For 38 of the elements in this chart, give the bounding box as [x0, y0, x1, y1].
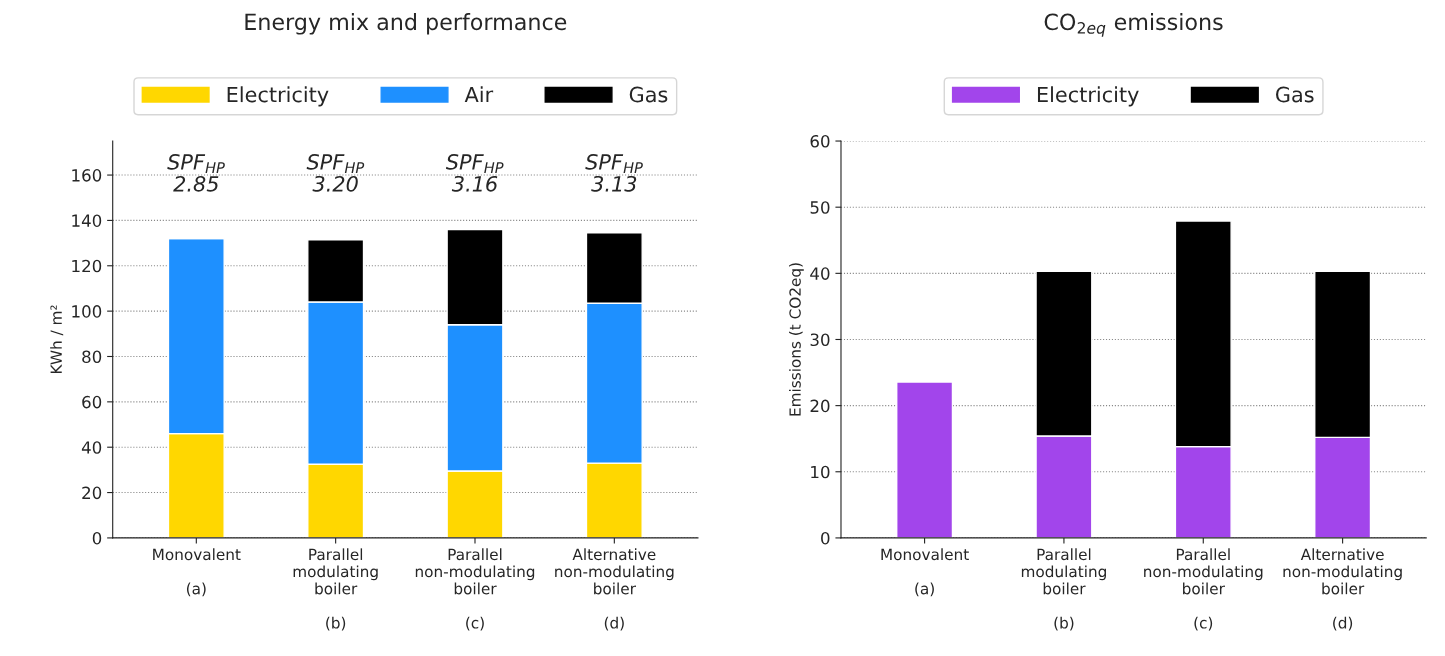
annotation: SPF$_{HP}$ 3.16	[445, 154, 504, 192]
y-tick-label: 100	[72, 305, 102, 318]
category-label: Alternative non-modulating boiler (d)	[555, 548, 674, 631]
legend-label: Air	[464, 86, 494, 103]
y-tick-label: 20	[82, 486, 102, 500]
legend-label: Gas	[1276, 86, 1314, 103]
bar	[896, 381, 954, 538]
category-label: Monovalent (a)	[881, 548, 969, 597]
category-label: Monovalent (a)	[153, 548, 241, 597]
y-tick-label: 50	[810, 201, 830, 214]
y-tick-label: 160	[72, 169, 102, 182]
y-tick-label: 40	[81, 441, 102, 454]
annotation: SPF$_{HP}$ 3.20	[306, 154, 365, 192]
legend-label: Gas	[629, 86, 668, 103]
category-label: Parallel non-modulating boiler (c)	[1144, 548, 1263, 631]
y-tick-label: 60	[810, 135, 830, 148]
legend-label: Electricity	[227, 86, 329, 107]
y-axis-title: Emissions (t CO2eq)	[789, 263, 804, 416]
y-tick-label: 80	[82, 350, 102, 364]
category-label: Parallel modulating boiler (b)	[293, 548, 378, 631]
y-tick-label: 60	[82, 395, 102, 409]
y-axis-title: KWh / m²	[50, 305, 64, 374]
y-tick-label: 40	[810, 267, 830, 280]
annotation: SPF$_{HP}$ 3.13	[585, 154, 643, 192]
y-tick-label: 140	[72, 214, 102, 227]
y-tick-label: 120	[72, 259, 102, 273]
annotation: SPF$_{HP}$ 2.85	[167, 154, 225, 192]
y-tick-label: 10	[811, 465, 830, 479]
y-tick-label: 0	[92, 531, 102, 545]
y-tick-label: 30	[810, 333, 830, 347]
category-label: Parallel non-modulating boiler (c)	[415, 548, 535, 631]
chart-title: Energy mix and performance	[245, 13, 567, 35]
category-label: Alternative non-modulating boiler (d)	[1283, 548, 1402, 631]
y-tick-label: 0	[821, 531, 830, 545]
y-tick-label: 20	[810, 399, 830, 413]
legend-label: Electricity	[1037, 86, 1139, 107]
chart-title: CO$_{2eq}$ emissions	[1044, 13, 1223, 37]
category-label: Parallel modulating boiler (b)	[1021, 548, 1106, 631]
